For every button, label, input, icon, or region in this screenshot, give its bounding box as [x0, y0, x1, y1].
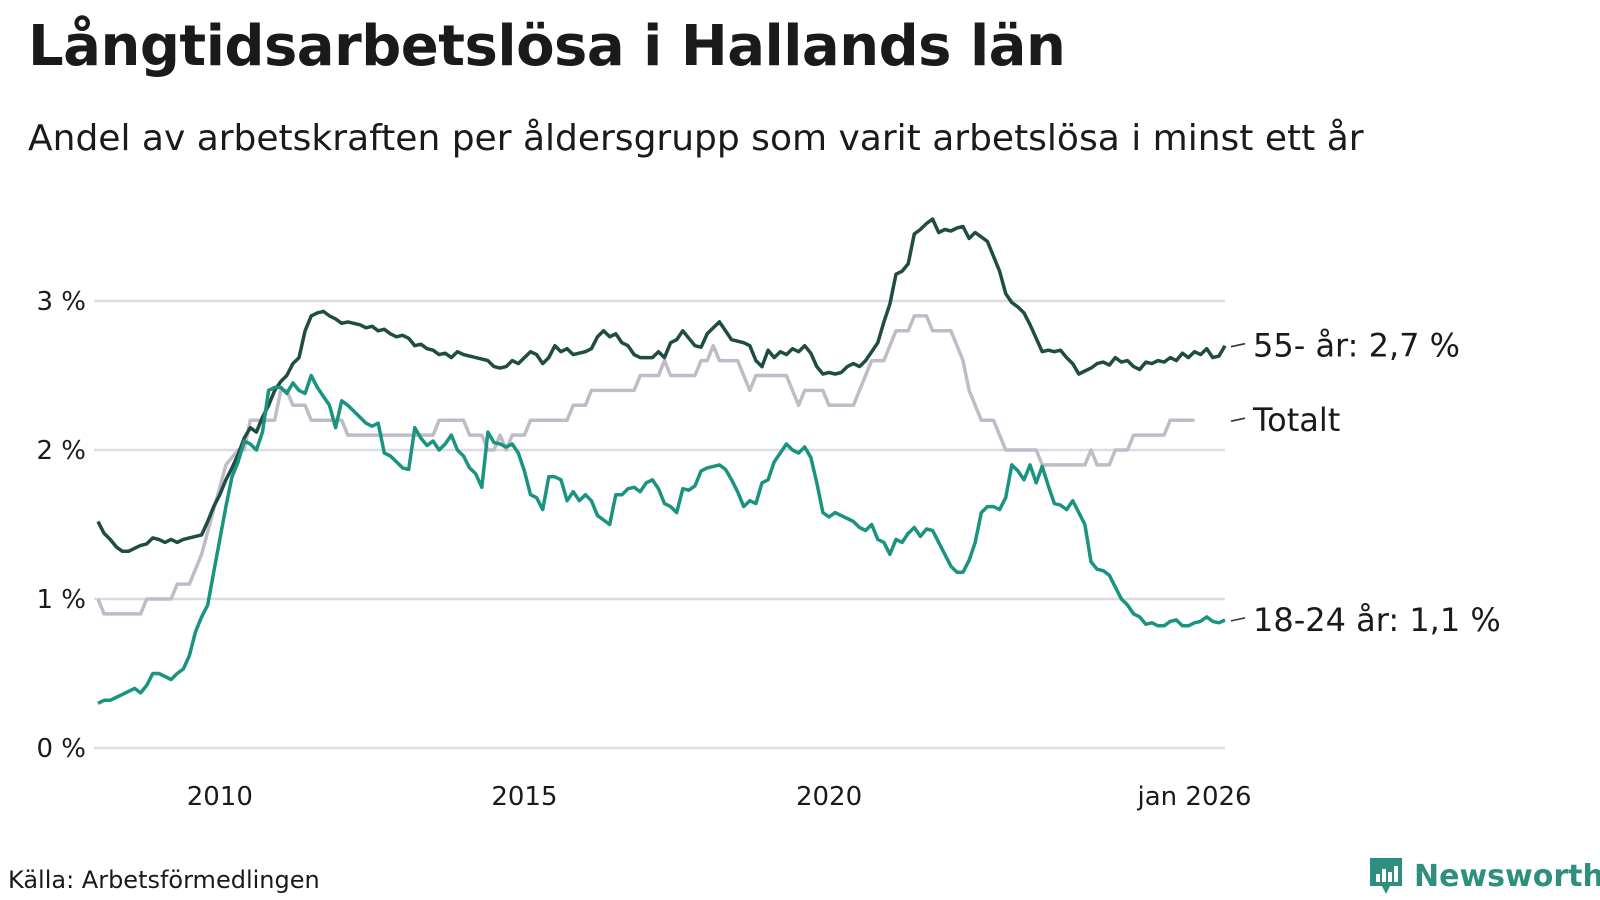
end-labels: Totalt 55- år: 2,7 % 18-24 år: 1,1 % [1230, 327, 1501, 639]
end-label-young: 18-24 år: 1,1 % [1253, 601, 1501, 639]
y-axis: 0 % 1 % 2 % 3 % [36, 287, 86, 764]
end-label-leader [1230, 617, 1246, 622]
y-tick-label: 3 % [36, 287, 86, 317]
chart-subtitle: Andel av arbetskraften per åldersgrupp s… [28, 118, 1364, 159]
y-tick-label: 2 % [36, 436, 86, 466]
x-tick-label: jan 2026 [1137, 782, 1252, 812]
x-axis: 2010 2015 2020 jan 2026 [187, 782, 1252, 812]
series-line-older [96, 217, 1227, 554]
brand-name: Newsworthy [1414, 858, 1600, 894]
x-tick-label: 2020 [796, 782, 862, 812]
end-label-leader [1230, 342, 1246, 348]
series-line-young [97, 373, 1226, 705]
y-tick-label: 1 % [36, 585, 86, 615]
grid [94, 299, 1225, 750]
series [96, 217, 1227, 705]
end-label-older: 55- år: 2,7 % [1253, 327, 1460, 365]
y-tick-label: 0 % [36, 734, 86, 764]
newsworthy-logo-icon [1370, 858, 1402, 894]
end-label-leader [1230, 417, 1246, 422]
brand-logo[interactable]: Newsworthy [1368, 856, 1600, 896]
x-tick-label: 2015 [491, 782, 557, 812]
end-label-total: Totalt [1252, 401, 1340, 439]
x-tick-label: 2010 [187, 782, 253, 812]
chart-title: Långtidsarbetslösa i Hallands län [28, 14, 1066, 79]
source-note: Källa: Arbetsförmedlingen [8, 866, 320, 894]
